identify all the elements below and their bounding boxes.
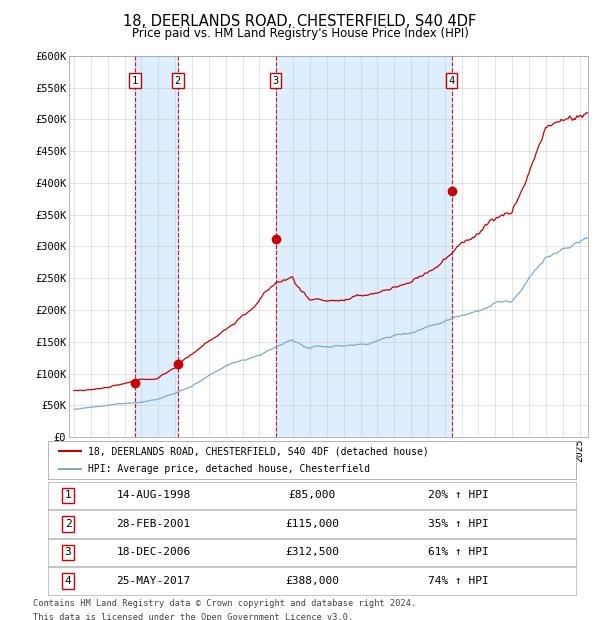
Text: HPI: Average price, detached house, Chesterfield: HPI: Average price, detached house, Ches… [88,464,370,474]
Bar [135,56,178,437]
Text: Price paid vs. HM Land Registry's House Price Index (HPI): Price paid vs. HM Land Registry's House … [131,27,469,40]
Text: 3: 3 [272,76,279,86]
Text: £312,500: £312,500 [285,547,339,557]
Bar [275,56,452,437]
Text: 2: 2 [175,76,181,86]
Text: 1: 1 [132,76,138,86]
Text: 20% ↑ HPI: 20% ↑ HPI [428,490,489,500]
Text: 4: 4 [65,576,71,586]
Text: 18-DEC-2006: 18-DEC-2006 [116,547,191,557]
Text: 2: 2 [65,519,71,529]
Text: 1: 1 [65,490,71,500]
Text: 3: 3 [65,547,71,557]
Text: 28-FEB-2001: 28-FEB-2001 [116,519,191,529]
Text: 14-AUG-1998: 14-AUG-1998 [116,490,191,500]
Text: 18, DEERLANDS ROAD, CHESTERFIELD, S40 4DF: 18, DEERLANDS ROAD, CHESTERFIELD, S40 4D… [124,14,476,29]
Text: 25-MAY-2017: 25-MAY-2017 [116,576,191,586]
Text: 74% ↑ HPI: 74% ↑ HPI [428,576,489,586]
Text: 18, DEERLANDS ROAD, CHESTERFIELD, S40 4DF (detached house): 18, DEERLANDS ROAD, CHESTERFIELD, S40 4D… [88,446,428,456]
Text: £388,000: £388,000 [285,576,339,586]
Text: £115,000: £115,000 [285,519,339,529]
Text: £85,000: £85,000 [289,490,335,500]
Text: 61% ↑ HPI: 61% ↑ HPI [428,547,489,557]
Text: This data is licensed under the Open Government Licence v3.0.: This data is licensed under the Open Gov… [33,613,353,620]
Text: 35% ↑ HPI: 35% ↑ HPI [428,519,489,529]
Text: Contains HM Land Registry data © Crown copyright and database right 2024.: Contains HM Land Registry data © Crown c… [33,599,416,608]
Text: 4: 4 [448,76,455,86]
